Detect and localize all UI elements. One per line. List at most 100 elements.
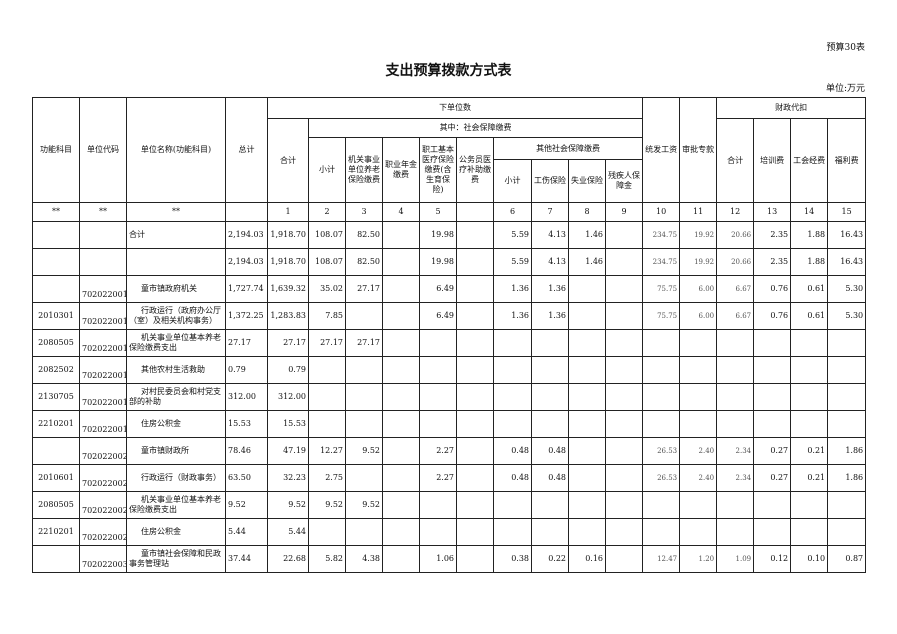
table-cell bbox=[382, 221, 420, 249]
table-cell: 19.92 bbox=[679, 221, 718, 249]
table-cell bbox=[568, 491, 606, 519]
header-other-social: 其他社会保障缴费 bbox=[492, 137, 644, 160]
table-cell: 1,727.74 bbox=[225, 275, 268, 303]
table-cell bbox=[716, 383, 755, 411]
table-cell: 27.17 bbox=[225, 329, 268, 357]
column-index-cell: 8 bbox=[568, 202, 606, 222]
table-cell: 0.48 bbox=[493, 437, 532, 465]
table-cell bbox=[456, 410, 494, 438]
table-cell bbox=[419, 356, 457, 384]
table-cell: 702022002 bbox=[79, 491, 127, 519]
table-cell: 1.36 bbox=[531, 302, 569, 330]
table-cell bbox=[493, 356, 532, 384]
table-cell bbox=[568, 383, 606, 411]
table-cell: 16.43 bbox=[827, 248, 867, 276]
table-cell: 童市镇财政所 bbox=[126, 437, 226, 465]
table-cell bbox=[493, 410, 532, 438]
header-grand-total: 总计 bbox=[225, 97, 268, 203]
table-cell bbox=[642, 383, 681, 411]
table-cell bbox=[568, 302, 606, 330]
unit-label: 单位:万元 bbox=[825, 84, 865, 94]
table-cell bbox=[345, 464, 383, 492]
table-cell: 其他农村生活救助 bbox=[126, 356, 226, 384]
table-row: 2210201 702022001 住房公积金 15.53 15.53 bbox=[32, 410, 867, 438]
table-cell: 78.46 bbox=[225, 437, 268, 465]
table-row: 702022001 童市镇政府机关 1,727.74 1,639.32 35.02 27.… bbox=[32, 275, 867, 303]
table-row: 2082502 702022001 其他农村生活救助 0.79 0.79 bbox=[32, 356, 867, 384]
table-cell bbox=[604, 221, 644, 249]
table-cell: 1.36 bbox=[531, 275, 569, 303]
table-cell: 702022002 bbox=[79, 437, 127, 465]
table-cell bbox=[790, 329, 829, 357]
table-row: 合计 2,194.03 1,918.70 108.07 82.50 19.98 5.59 4.… bbox=[32, 221, 867, 249]
table-cell: 6.00 bbox=[679, 275, 718, 303]
table-cell: 1.86 bbox=[827, 464, 867, 492]
column-index-cell bbox=[456, 202, 494, 222]
table-cell: 2,194.03 bbox=[225, 221, 268, 249]
table-cell bbox=[716, 491, 755, 519]
table-cell bbox=[531, 383, 569, 411]
table-cell: 312.00 bbox=[225, 383, 268, 411]
table-cell: 27.17 bbox=[345, 329, 383, 357]
table-cell: 0.38 bbox=[493, 545, 532, 573]
header-other-subtotal: 小计 bbox=[493, 159, 532, 203]
table-cell bbox=[604, 248, 644, 276]
table-cell bbox=[382, 491, 420, 519]
page-title: 支出预算拨款方式表 bbox=[385, 63, 512, 79]
table-cell: 20.66 bbox=[716, 221, 755, 249]
table-cell: 20.66 bbox=[716, 248, 755, 276]
table-cell: 机关事业单位基本养老保险缴费支出 bbox=[126, 329, 226, 357]
table-cell bbox=[827, 329, 867, 357]
column-index-cell: ** bbox=[126, 202, 226, 222]
table-cell: 702022001 bbox=[79, 275, 127, 303]
table-cell: 0.21 bbox=[790, 437, 829, 465]
table-cell bbox=[456, 329, 494, 357]
table-cell: 9.52 bbox=[345, 437, 383, 465]
table-cell: 2080505 bbox=[32, 491, 80, 519]
table-cell bbox=[456, 437, 494, 465]
table-row: 2,194.03 1,918.70 108.07 82.50 19.98 5.59 4.13… bbox=[32, 248, 867, 276]
table-cell bbox=[493, 329, 532, 357]
table-cell: 2210201 bbox=[32, 518, 80, 546]
table-cell bbox=[827, 383, 867, 411]
table-cell: 2.27 bbox=[419, 437, 457, 465]
table-cell bbox=[345, 302, 383, 330]
table-cell: 1,639.32 bbox=[267, 275, 309, 303]
header-unemployment: 失业保险 bbox=[568, 159, 606, 203]
header-medical: 职工基本医疗保险缴费(含生育保险) bbox=[419, 137, 457, 203]
table-cell: 702022001 bbox=[79, 356, 127, 384]
column-index-cell: ** bbox=[32, 202, 80, 222]
table-cell: 住房公积金 bbox=[126, 518, 226, 546]
table-cell: 15.53 bbox=[267, 410, 309, 438]
table-cell: 702022001 bbox=[79, 410, 127, 438]
table-cell: 6.49 bbox=[419, 275, 457, 303]
table-cell bbox=[753, 383, 792, 411]
table-cell: 75.75 bbox=[642, 275, 681, 303]
table-cell: 702022003 bbox=[79, 545, 127, 573]
column-index-cell: 12 bbox=[716, 202, 755, 222]
header-disabled: 残疾人保障金 bbox=[604, 159, 644, 203]
table-cell: 2210201 bbox=[32, 410, 80, 438]
table-cell bbox=[642, 329, 681, 357]
table-cell: 702022002 bbox=[79, 518, 127, 546]
table-cell bbox=[679, 356, 718, 384]
table-row: 702022003 童市镇社会保障和民政事务管理站 37.44 22.68 5.82 4.… bbox=[32, 545, 867, 573]
table-cell bbox=[456, 545, 494, 573]
header-annuity: 职业年金缴费 bbox=[382, 137, 420, 203]
table-cell bbox=[493, 491, 532, 519]
table-cell bbox=[382, 410, 420, 438]
table-cell: 12.47 bbox=[642, 545, 681, 573]
table-cell bbox=[382, 518, 420, 546]
table-cell: 108.07 bbox=[308, 248, 346, 276]
table-cell bbox=[568, 329, 606, 357]
table-cell: 1,918.70 bbox=[267, 221, 309, 249]
table-cell bbox=[753, 491, 792, 519]
table-row: 2010301 702022001 行政运行（政府办公厅（室）及相关机构事务） 1,3… bbox=[32, 302, 867, 330]
table-cell: 47.19 bbox=[267, 437, 309, 465]
table-cell: 0.16 bbox=[568, 545, 606, 573]
table-row: 2080505 702022002 机关事业单位基本养老保险缴费支出 9.52 9.52… bbox=[32, 491, 867, 519]
table-cell: 0.12 bbox=[753, 545, 792, 573]
table-cell bbox=[456, 491, 494, 519]
table-cell: 19.92 bbox=[679, 248, 718, 276]
table-cell bbox=[679, 410, 718, 438]
